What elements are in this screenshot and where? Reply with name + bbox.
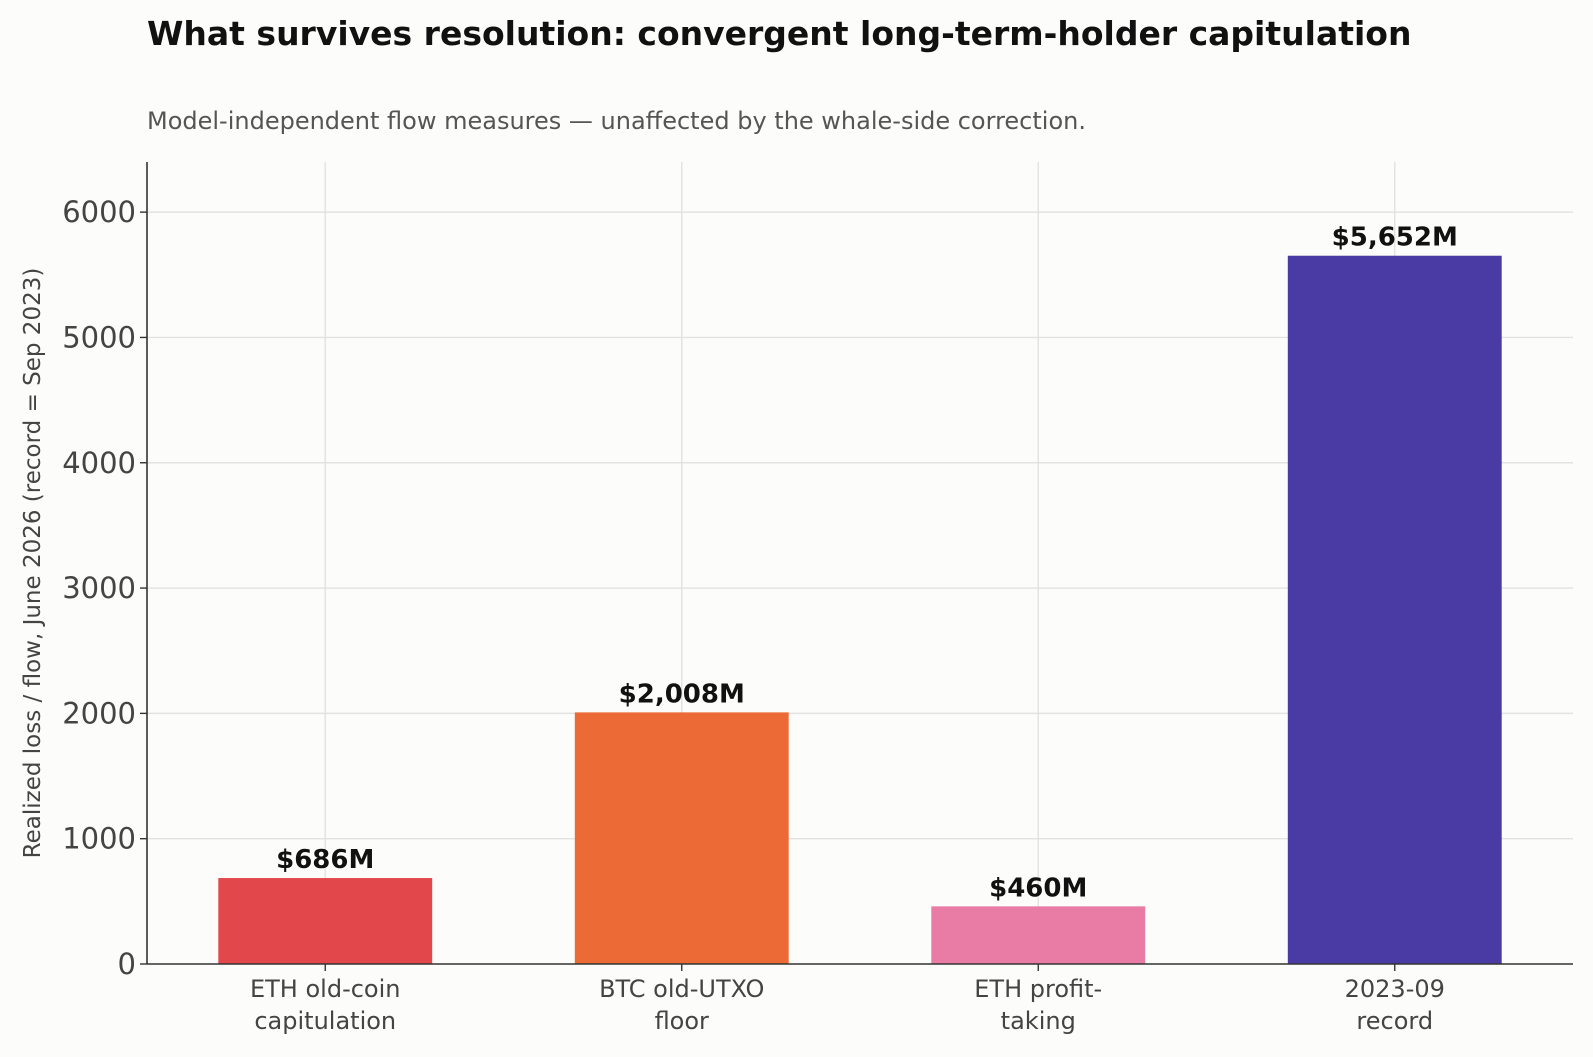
bar (1287, 255, 1502, 964)
chart-title: What survives resolution: convergent lon… (147, 14, 1412, 53)
x-tick-label: ETH old-coin capitulation (250, 975, 401, 1035)
y-tick-label: 4000 (62, 446, 136, 480)
y-tick-label: 5000 (62, 320, 136, 354)
chart-subtitle: Model-independent flow measures — unaffe… (147, 107, 1086, 135)
bar-value-label: $460M (989, 873, 1087, 903)
y-tick-label: 1000 (62, 822, 136, 856)
y-ticks: 0 1000 2000 3000 4000 5000 6000 (62, 195, 147, 981)
bar-value-label: $686M (276, 845, 374, 875)
y-tick-label: 0 (118, 947, 136, 981)
x-tick-label: 2023-09 record (1345, 975, 1445, 1035)
bar-value-label: $5,652M (1332, 223, 1458, 253)
x-ticks: ETH old-coin capitulation BTC old-UTXO floo… (250, 964, 1445, 1035)
axes (146, 162, 1573, 965)
bars (218, 255, 1502, 964)
bar-value-label: $2,008M (619, 679, 745, 709)
y-tick-label: 2000 (62, 696, 136, 730)
y-tick-label: 3000 (62, 571, 136, 605)
y-axis-label: Realized loss / flow, June 2026 (record … (20, 268, 46, 859)
bar (218, 878, 433, 964)
bar (931, 906, 1146, 964)
x-tick-label: ETH profit-taking (974, 975, 1102, 1035)
bar (574, 712, 789, 964)
x-tick-label: BTC old-UTXO floor (599, 975, 764, 1035)
bar-value-labels: $686M $2,008M $460M $5,652M (276, 223, 1458, 904)
y-tick-label: 6000 (62, 195, 136, 229)
